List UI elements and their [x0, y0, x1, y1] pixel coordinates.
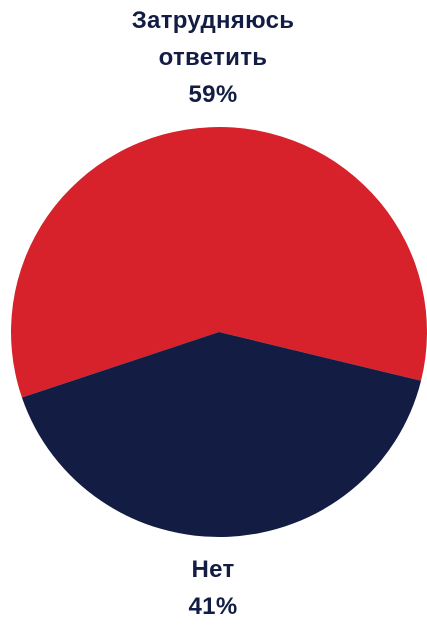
slice-value-label: 41%: [188, 593, 238, 620]
slice-label-line-2: ответить: [158, 44, 268, 71]
pie-slice-0: [11, 127, 427, 398]
slice-value-label: 59%: [188, 81, 238, 108]
slice-label-line-1: Нет: [191, 556, 235, 583]
pie-slice-1: [21, 332, 422, 538]
slice-label-zatrudnyayus-otvetit: Затрудняюсь ответить 59%: [83, 2, 343, 113]
slice-label-line-1: Затрудняюсь: [131, 7, 295, 34]
slice-label-net: Нет 41%: [133, 551, 293, 625]
